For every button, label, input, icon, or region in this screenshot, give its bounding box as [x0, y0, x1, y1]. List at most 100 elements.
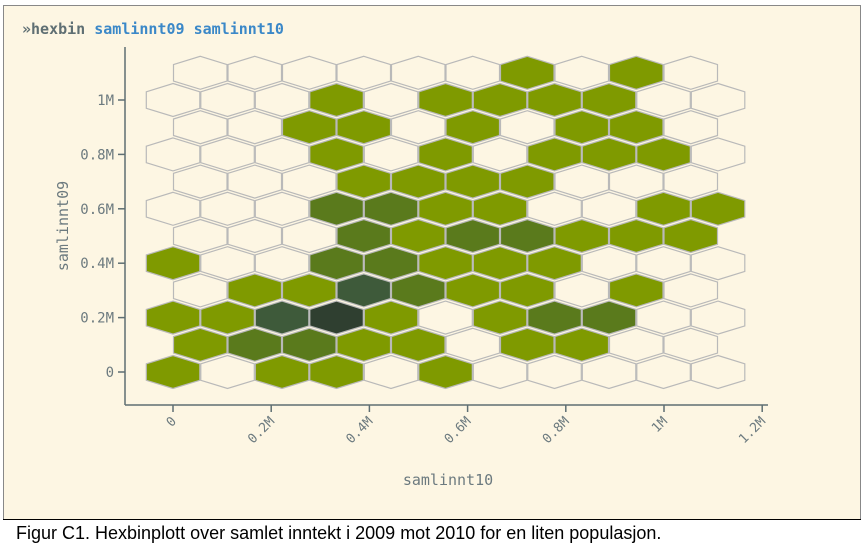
hex-bin-filled	[227, 273, 283, 308]
hex-bin-filled	[254, 300, 310, 335]
hex-bin-empty	[690, 82, 746, 118]
hex-bin-filled	[608, 218, 664, 254]
hex-bin-filled	[581, 82, 637, 118]
hex-bin-empty	[390, 110, 446, 145]
hex-bin-filled	[309, 300, 364, 335]
hex-bin-filled	[527, 300, 582, 335]
command-arg-y: samlinnt09	[94, 20, 185, 38]
hex-bin-filled	[227, 327, 283, 362]
hex-bin-filled	[336, 164, 392, 199]
hex-bin-filled	[554, 327, 610, 362]
hex-bin-empty	[663, 164, 719, 199]
hex-bin-filled	[418, 82, 473, 118]
y-tick-label: 0.2M	[80, 311, 114, 327]
hex-bin-filled	[281, 327, 337, 362]
hex-bin-filled	[390, 273, 446, 308]
hex-bin-empty	[200, 191, 255, 226]
y-tick-label: 1M	[97, 93, 114, 109]
hex-bin-empty	[690, 354, 746, 390]
hex-bin-filled	[527, 82, 582, 118]
hex-bin-filled	[554, 110, 610, 145]
hex-bin-empty	[254, 246, 310, 281]
hex-bin-filled	[200, 300, 255, 335]
hex-bin-filled	[145, 246, 201, 281]
hex-bin-filled	[309, 191, 364, 226]
hex-bin-filled	[418, 354, 473, 390]
hex-bin-filled	[445, 273, 501, 308]
hex-bin-filled	[145, 354, 201, 390]
hex-bin-empty	[172, 110, 228, 145]
hex-bin-filled	[527, 246, 582, 281]
hex-bin-empty	[227, 110, 283, 145]
hex-bin-filled	[281, 110, 337, 145]
hex-bin-filled	[472, 300, 528, 335]
hex-bin-empty	[663, 110, 719, 145]
hex-bin-empty	[554, 55, 610, 90]
hex-bin-filled	[363, 300, 419, 335]
hex-bin-empty	[663, 273, 719, 308]
hex-bin-filled	[608, 55, 664, 90]
hex-bin-empty	[227, 55, 283, 90]
hex-bin-filled	[336, 327, 392, 362]
y-tick-label: 0.6M	[80, 202, 114, 218]
hex-bin-empty	[581, 191, 637, 226]
hex-bin-filled	[445, 164, 501, 199]
hex-bin-empty	[636, 354, 691, 390]
hex-bin-empty	[281, 164, 337, 199]
hex-bin-empty	[227, 218, 283, 254]
y-tick-label: 0.8M	[80, 147, 114, 163]
hex-bin-empty	[145, 82, 201, 118]
hex-bin-empty	[336, 55, 392, 90]
y-axis-label: samlinnt09	[54, 181, 72, 271]
hex-bin-empty	[200, 246, 255, 281]
hex-bin-filled	[499, 273, 555, 308]
hex-bin-filled	[499, 218, 555, 254]
hex-bin-filled	[499, 327, 555, 362]
hex-bin-filled	[418, 246, 473, 281]
hex-bin-filled	[254, 354, 310, 390]
hex-bin-filled	[472, 246, 528, 281]
hex-bin-filled	[663, 218, 719, 254]
hex-bin-empty	[281, 218, 337, 254]
hex-bin-filled	[336, 218, 392, 254]
hex-bin-filled	[390, 327, 446, 362]
hex-bin-filled	[554, 218, 610, 254]
hexbin-chart: 0 0.2M 0.4M 0.6M 0.8M 1M 0 0.2M 0.4M 0.6M 0.8M 1M 1.…	[54, 47, 769, 489]
hex-bin-filled	[690, 191, 746, 226]
hex-bin-filled	[636, 191, 691, 226]
hex-bin-empty	[445, 55, 501, 90]
x-tick-label: 1.2M	[736, 414, 769, 447]
x-tick-label: 0.8M	[540, 414, 573, 447]
hex-bin-filled	[472, 191, 528, 226]
hex-bin-empty	[690, 137, 746, 172]
hex-bin-filled	[390, 164, 446, 199]
hex-bin-empty	[200, 354, 255, 390]
hex-bin-filled	[608, 110, 664, 145]
hex-bin-filled	[499, 55, 555, 90]
hex-bin-empty	[663, 327, 719, 362]
hex-bin-empty	[363, 82, 419, 118]
hex-bin-empty	[690, 246, 746, 281]
figure-caption: Figur C1. Hexbinplott over samlet inntek…	[3, 519, 861, 546]
hex-bin-filled	[363, 246, 419, 281]
hex-bin-filled	[499, 164, 555, 199]
hex-bin-empty	[281, 55, 337, 90]
hex-bin-empty	[254, 137, 310, 172]
hex-bin-filled	[309, 246, 364, 281]
hex-bin-filled	[390, 218, 446, 254]
hex-bin-empty	[636, 246, 691, 281]
hex-bin-filled	[581, 137, 637, 172]
hex-bin-empty	[472, 137, 528, 172]
hex-bin-filled	[527, 137, 582, 172]
hex-bin-empty	[254, 191, 310, 226]
x-tick-label: 0.6M	[442, 414, 475, 447]
hex-bin-empty	[581, 246, 637, 281]
hex-bin-empty	[554, 164, 610, 199]
hex-bin-filled	[363, 191, 419, 226]
hex-bin-filled	[336, 273, 392, 308]
x-tick-label: 1M	[649, 414, 671, 436]
hex-bin-filled	[418, 137, 473, 172]
hex-bin-empty	[363, 354, 419, 390]
hex-bin-filled	[309, 354, 364, 390]
hex-bin-filled	[281, 273, 337, 308]
